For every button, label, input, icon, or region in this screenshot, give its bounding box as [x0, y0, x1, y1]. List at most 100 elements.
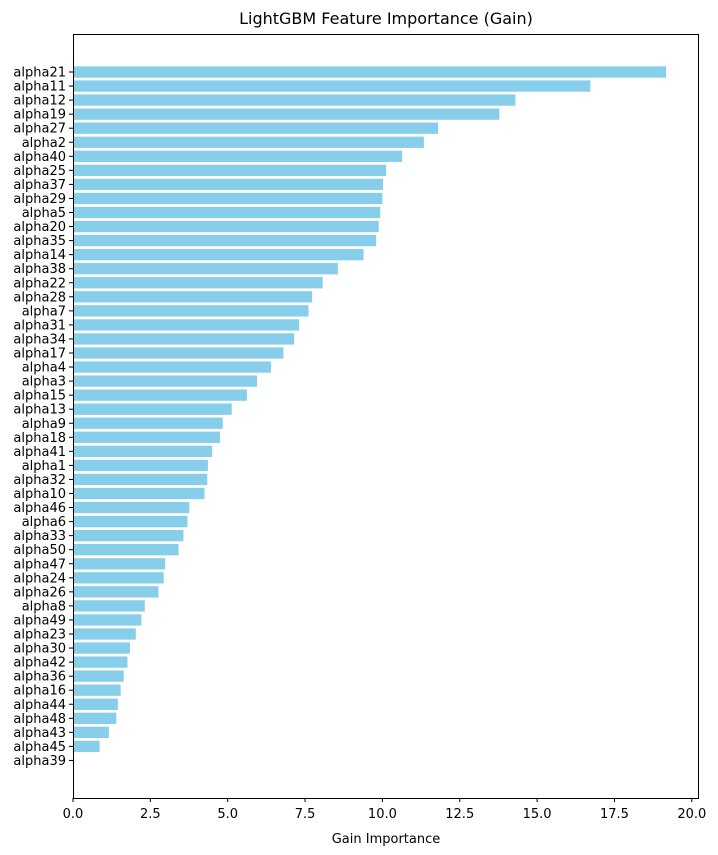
- x-tick-label: 15.0: [523, 807, 552, 822]
- y-tick-label: alpha22: [13, 276, 66, 291]
- y-tick-label: alpha49: [13, 613, 66, 628]
- y-tick-label: alpha34: [13, 332, 66, 347]
- y-tick-label: alpha20: [13, 220, 66, 235]
- y-tick-label: alpha2: [22, 136, 66, 151]
- y-tick-label: alpha24: [13, 571, 66, 586]
- chart-title: LightGBM Feature Importance (Gain): [239, 9, 533, 28]
- bar-alpha22: [73, 277, 323, 289]
- y-tick-label: alpha47: [13, 557, 66, 572]
- bar-alpha34: [73, 333, 295, 345]
- bar-alpha20: [73, 220, 379, 233]
- bar-alpha7: [73, 305, 309, 317]
- bar-alpha46: [73, 501, 190, 514]
- y-tick-label: alpha25: [13, 164, 66, 179]
- bar-alpha27: [73, 122, 439, 134]
- y-tick-label: alpha32: [13, 473, 66, 488]
- bar-alpha48: [73, 712, 117, 724]
- y-tick-label: alpha40: [13, 150, 66, 165]
- y-tick-label: alpha26: [13, 585, 66, 600]
- bar-alpha6: [73, 515, 188, 528]
- y-tick-label: alpha38: [13, 262, 66, 277]
- bar-alpha8: [73, 600, 145, 612]
- plot-frame: [73, 34, 699, 799]
- bar-alpha42: [73, 656, 128, 668]
- bar-alpha35: [73, 234, 377, 247]
- bar-alpha25: [73, 164, 387, 176]
- x-axis-ticks: 0.0 2.5 5.0 7.5 10.0 12.5 15.0 17.5 20.0: [63, 798, 706, 822]
- bars-layer: [73, 66, 667, 753]
- bar-alpha9: [73, 417, 223, 429]
- bar-alpha16: [73, 684, 121, 696]
- x-axis-label: Gain Importance: [332, 832, 441, 847]
- y-tick-label: alpha29: [13, 192, 66, 207]
- y-tick-label: alpha4: [22, 361, 66, 376]
- bar-alpha13: [73, 403, 232, 415]
- bar-alpha1: [73, 459, 208, 472]
- y-tick-label: alpha18: [13, 431, 66, 446]
- y-tick-label: alpha42: [13, 656, 66, 671]
- bar-alpha50: [73, 544, 179, 556]
- y-tick-label: alpha3: [22, 375, 66, 390]
- bar-alpha24: [73, 572, 164, 584]
- y-tick-label: alpha43: [13, 726, 66, 741]
- y-tick-label: alpha41: [13, 445, 66, 460]
- bar-alpha31: [73, 319, 300, 331]
- x-tick-label: 7.5: [295, 807, 316, 822]
- y-axis-ticks: alpha21alpha11alpha12alpha19alpha27alpha…: [13, 66, 73, 769]
- y-tick-label: alpha46: [13, 501, 66, 516]
- bar-alpha36: [73, 670, 124, 682]
- y-tick-label: alpha30: [13, 642, 66, 657]
- bar-alpha4: [73, 361, 272, 373]
- bar-alpha29: [73, 192, 383, 205]
- bar-alpha38: [73, 263, 338, 275]
- bar-alpha32: [73, 473, 208, 486]
- bar-alpha33: [73, 530, 184, 542]
- bar-alpha10: [73, 487, 205, 500]
- x-tick-label: 10.0: [368, 807, 397, 822]
- y-tick-label: alpha48: [13, 712, 66, 727]
- y-tick-label: alpha5: [22, 206, 66, 221]
- y-tick-label: alpha6: [22, 515, 66, 530]
- y-tick-label: alpha10: [13, 487, 66, 502]
- y-tick-label: alpha12: [13, 94, 66, 109]
- bar-alpha5: [73, 206, 381, 219]
- bar-alpha26: [73, 586, 159, 598]
- y-tick-label: alpha45: [13, 740, 66, 755]
- y-tick-label: alpha11: [13, 80, 66, 95]
- bar-alpha12: [73, 94, 516, 106]
- bar-alpha3: [73, 375, 258, 387]
- y-tick-label: alpha13: [13, 403, 66, 418]
- y-tick-label: alpha19: [13, 108, 66, 123]
- y-tick-label: alpha7: [22, 304, 66, 319]
- y-tick-label: alpha16: [13, 684, 66, 699]
- bar-alpha21: [73, 66, 667, 78]
- bar-alpha15: [73, 389, 247, 401]
- bar-alpha11: [73, 80, 591, 92]
- bar-alpha49: [73, 614, 142, 626]
- y-tick-label: alpha28: [13, 290, 66, 305]
- bar-alpha43: [73, 726, 109, 738]
- x-tick-label: 5.0: [217, 807, 238, 822]
- x-tick-label: 2.5: [140, 807, 161, 822]
- bar-alpha2: [73, 136, 424, 148]
- y-tick-label: alpha35: [13, 234, 66, 249]
- y-tick-label: alpha17: [13, 347, 66, 362]
- y-tick-label: alpha36: [13, 670, 66, 685]
- y-tick-label: alpha50: [13, 543, 66, 558]
- x-tick-label: 12.5: [445, 807, 474, 822]
- y-tick-label: alpha14: [13, 248, 66, 263]
- bar-alpha30: [73, 642, 130, 654]
- y-tick-label: alpha8: [22, 599, 66, 614]
- bar-alpha19: [73, 108, 500, 120]
- bar-alpha45: [73, 740, 100, 753]
- y-tick-label: alpha27: [13, 122, 66, 137]
- x-tick-label: 17.5: [600, 807, 629, 822]
- bar-alpha44: [73, 698, 118, 710]
- y-tick-label: alpha15: [13, 389, 66, 404]
- y-tick-label: alpha44: [13, 698, 66, 713]
- x-tick-label: 20.0: [677, 807, 706, 822]
- bar-alpha37: [73, 178, 384, 191]
- bar-alpha28: [73, 291, 313, 303]
- y-tick-label: alpha21: [13, 66, 66, 81]
